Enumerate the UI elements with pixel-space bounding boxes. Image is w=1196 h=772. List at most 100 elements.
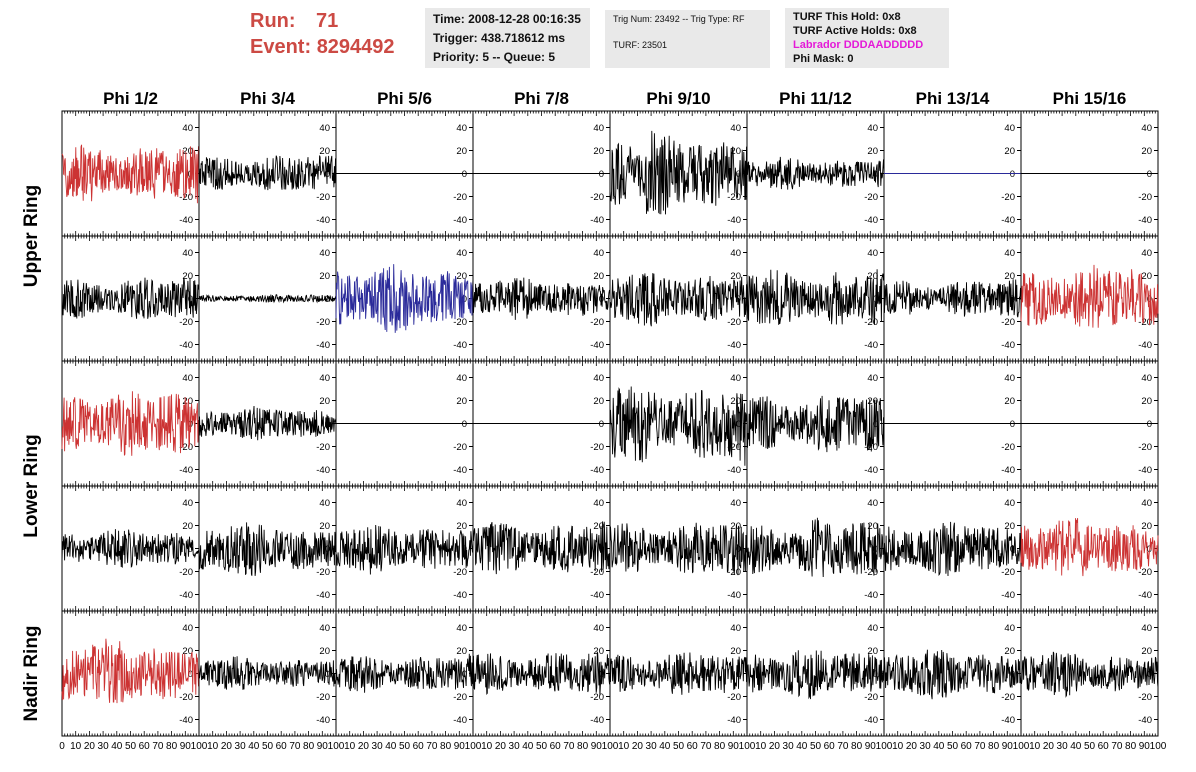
x-tick-label-c5: 80 [714,741,726,752]
panel-r2-c3-ytick-label: -20 [453,317,467,328]
panel-r5-c6-waveform [746,650,885,700]
panel-r2-c7-waveform [883,279,1022,318]
panel-r5-c6-ytick-label: 0 [873,669,878,680]
x-tick-label-c6: 30 [783,741,795,752]
panel-r4-c5-ytick-label: -40 [727,590,741,601]
panel-r2-c7-ytick-label: 40 [1004,248,1015,259]
panel-r4-c5-ytick-label: 20 [730,521,741,532]
x-tick-label-c3: 30 [372,741,384,752]
panel-r1-c6-ytick-label: -20 [864,192,878,203]
panel-r1-c1-ytick-label: 40 [182,123,193,134]
panel-r2-c4-ytick-label: 20 [593,271,604,282]
turf-this-hold-text: TURF This Hold: 0x8 [793,11,901,23]
panel-r5-c2-ytick-label: 40 [319,623,330,634]
panel-r1-c2-ytick-label: -20 [316,192,330,203]
panel-r5-c5-ytick-label: 40 [730,623,741,634]
panel-r1-c7-ytick-label: -20 [1001,192,1015,203]
x-tick-label-c3: 40 [385,741,397,752]
x-tick-label-c5: 30 [646,741,658,752]
column-header-4: Phi 7/8 [514,89,569,108]
panel-r3-c7-ytick-label: 40 [1004,373,1015,384]
x-tick-label-c6: 70 [837,741,849,752]
panel-r5-c2-ytick-label: -20 [316,692,330,703]
panel-r5-c5-ytick-label: -40 [727,715,741,726]
time-info-box: Time: 2008-12-28 00:16:35 Trigger: 438.7… [425,8,590,68]
turf-text: TURF: 23501 [613,40,668,50]
panel-r2-c7-ytick-label: 20 [1004,271,1015,282]
panel-r3-c2-ytick-label: -20 [316,442,330,453]
panel-r1-c7-ytick-label: 40 [1004,123,1015,134]
panel-r5-c1-waveform [61,638,200,704]
panel-r1-c3-ytick-label: -20 [453,192,467,203]
panel-r1-c1-ytick-label: -20 [179,192,193,203]
trig-num-text: Trig Num: 23492 -- Trig Type: RF [613,14,745,24]
panel-r1-c6-waveform [746,156,885,190]
panel-r4-c7-ytick-label: 40 [1004,498,1015,509]
panel-r4-c3-ytick-label: -40 [453,590,467,601]
panel-r5-c5-ytick-label: 20 [730,646,741,657]
panel-r3-c7-ytick-label: 20 [1004,396,1015,407]
panel-r5-c7-ytick-label: 20 [1004,646,1015,657]
panel-r1-c7-ytick-label: 20 [1004,146,1015,157]
panel-r1-c3-ytick-label: 0 [462,169,467,180]
panel-r3-c6-ytick-label: 40 [867,373,878,384]
panel-r5-c3-waveform [335,653,474,693]
x-tick-label-c6: 20 [769,741,781,752]
panel-r4-c4-ytick-label: -40 [590,590,604,601]
panel-r2-c3-ytick-label: 40 [456,248,467,259]
x-tick-label-c1: 70 [152,741,164,752]
column-header-3: Phi 5/6 [377,89,432,108]
panel-r2-c2-ytick-label: -20 [316,317,330,328]
x-tick-label-c7: 30 [920,741,932,752]
panel-r1-c8-ytick-label: 20 [1141,146,1152,157]
x-tick-label-c3: 10 [344,741,356,752]
x-tick-label-c7: 50 [947,741,959,752]
panel-r2-c8-ytick-label: 20 [1141,271,1152,282]
column-header-5: Phi 9/10 [646,89,710,108]
panel-r4-c6-waveform [746,517,885,578]
panel-r1-c3-ytick-label: 20 [456,146,467,157]
panel-r1-c4-ytick-label: -40 [590,215,604,226]
panel-r5-c4-ytick-label: 20 [593,646,604,657]
panel-r5-c2-waveform [198,656,337,690]
panel-r5-c7-waveform [883,649,1022,700]
x-tick-label-c1: 100 [191,741,208,752]
panel-r1-c7-ytick-label: -40 [1001,215,1015,226]
panel-r4-c2-waveform [198,522,337,576]
panel-r1-c5-ytick-label: -20 [727,192,741,203]
x-tick-label-c1: 80 [166,741,178,752]
x-tick-label-c8: 30 [1057,741,1069,752]
panel-r3-c5-waveform [609,386,748,466]
panel-r2-c5-ytick-label: -20 [727,317,741,328]
panel-r4-c2-ytick-label: 20 [319,521,330,532]
panel-r1-c2-ytick-label: 40 [319,123,330,134]
panel-r1-c4-ytick-label: 20 [593,146,604,157]
panel-r5-c1-ytick-label: -20 [179,692,193,703]
panel-r4-c4-ytick-label: -20 [590,567,604,578]
x-tick-label-c5: 50 [673,741,685,752]
panel-r3-c2-ytick-label: 40 [319,373,330,384]
x-tick-label-c1: 0 [59,741,65,752]
panel-r3-c8-ytick-label: -20 [1138,442,1152,453]
panel-r5-c4-waveform [472,651,611,696]
panel-r3-c7-ytick-label: -20 [1001,442,1015,453]
x-tick-label-c8: 60 [1098,741,1110,752]
panel-r5-c2-ytick-label: -40 [316,715,330,726]
panel-r3-c6-ytick-label: -40 [864,465,878,476]
panel-r5-c1-ytick-label: -40 [179,715,193,726]
panel-r2-c4-ytick-label: -40 [590,340,604,351]
panel-r2-c6-ytick-label: 40 [867,248,878,259]
x-tick-label-c7: 10 [892,741,904,752]
x-tick-label-c3: 20 [358,741,370,752]
x-tick-label-c8: 40 [1070,741,1082,752]
column-header-8: Phi 15/16 [1053,89,1127,108]
panel-r1-c5-ytick-label: 40 [730,123,741,134]
panel-r1-c8-ytick-label: 0 [1147,169,1152,180]
panel-r3-c4-ytick-label: -40 [590,465,604,476]
panel-r2-c1-ytick-label: -20 [179,317,193,328]
panel-r3-c1-waveform [61,391,200,456]
panel-r3-c5-ytick-label: -40 [727,465,741,476]
x-tick-label-c2: 80 [303,741,315,752]
panel-r3-c7-ytick-label: -40 [1001,465,1015,476]
